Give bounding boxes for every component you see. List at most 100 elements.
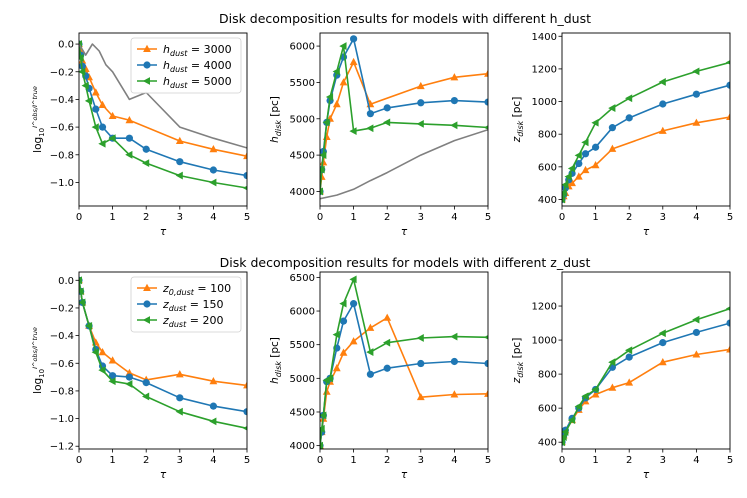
triangle-up-marker bbox=[591, 390, 600, 398]
triangle-left-marker bbox=[625, 94, 633, 103]
triangle-left-marker bbox=[320, 411, 327, 420]
x-tick-label: 3 bbox=[660, 455, 666, 466]
y-tick-label: 600 bbox=[538, 162, 557, 173]
triangle-left-marker bbox=[564, 172, 572, 181]
x-tick-label: 1 bbox=[592, 455, 598, 466]
triangle-left-marker bbox=[725, 60, 730, 65]
x-tick-label: 0 bbox=[76, 212, 82, 223]
y-tick-label: −0.6 bbox=[50, 123, 74, 134]
triangle-up-marker bbox=[243, 151, 247, 160]
panel-r1-c0: 0 1 2 3 4 5 0.0 −0.2 −0.4 −0.6 −0.8 −1.0 −1.2 τ log10I… bbox=[31, 271, 250, 481]
circle-marker bbox=[243, 171, 247, 180]
x-tick-label: 3 bbox=[177, 212, 183, 223]
circle-marker bbox=[383, 104, 391, 112]
y-tick-label: 4000 bbox=[290, 187, 315, 198]
y-tick-label: 1200 bbox=[532, 302, 557, 313]
triangle-left-marker bbox=[175, 171, 183, 180]
triangle-left-marker bbox=[322, 118, 330, 127]
triangle-up-marker bbox=[484, 389, 488, 397]
circle-marker bbox=[109, 372, 117, 380]
circle-marker bbox=[209, 166, 217, 174]
triangle-up-marker bbox=[591, 160, 600, 169]
y-tick-label: 1000 bbox=[532, 97, 557, 108]
circle-marker bbox=[125, 134, 133, 142]
y-tick-label: −0.8 bbox=[50, 150, 74, 161]
circle-marker bbox=[692, 90, 701, 98]
triangle-up-marker bbox=[98, 100, 107, 108]
triangle-left-marker bbox=[450, 121, 458, 130]
circle-marker bbox=[350, 35, 358, 43]
triangle-up-marker bbox=[484, 69, 488, 77]
x-tick-label: 3 bbox=[418, 212, 424, 223]
circle-marker bbox=[339, 317, 348, 325]
triangle-left-marker bbox=[567, 416, 576, 424]
triangle-left-marker bbox=[349, 275, 357, 284]
plot-area bbox=[79, 276, 247, 431]
y-axis-label: hdisk [pc] bbox=[269, 337, 283, 384]
triangle-left-marker bbox=[79, 54, 84, 62]
circle-marker bbox=[176, 394, 184, 402]
triangle-up-marker bbox=[175, 370, 184, 378]
y-tick-label: 0.0 bbox=[58, 40, 74, 51]
panel-r0-c0: 0 1 2 3 4 5 0.0 −0.2 −0.4 −0.6 −0.8 −1.0 τ log10I^obs… bbox=[31, 32, 250, 238]
x-tick-label: 1 bbox=[350, 455, 356, 466]
triangle-left-marker bbox=[142, 159, 150, 167]
x-tick-label: 2 bbox=[626, 455, 632, 466]
triangle-up-marker bbox=[91, 88, 100, 96]
triangle-up-marker bbox=[322, 132, 331, 140]
triangle-left-marker bbox=[416, 334, 424, 342]
circle-marker bbox=[581, 150, 590, 158]
x-axis-label: τ bbox=[401, 469, 408, 481]
x-tick-label: 4 bbox=[693, 212, 699, 223]
x-tick-label: 5 bbox=[244, 455, 250, 466]
x-tick-label: 1 bbox=[592, 212, 598, 223]
axes-frame bbox=[319, 271, 489, 450]
legend-label: zdust = 150 bbox=[162, 298, 223, 313]
circle-marker bbox=[350, 300, 358, 308]
y-tick-label: 5500 bbox=[290, 78, 315, 89]
triangle-up-marker bbox=[658, 358, 667, 366]
triangle-left-marker bbox=[142, 316, 150, 324]
circle-marker bbox=[143, 61, 151, 69]
circle-marker bbox=[484, 98, 488, 106]
triangle-left-marker bbox=[574, 151, 582, 160]
y-tick-label: 600 bbox=[538, 404, 557, 415]
y-axis-label: hdisk [pc] bbox=[269, 96, 283, 143]
y-tick-label: 4500 bbox=[290, 407, 315, 418]
triangle-left-marker bbox=[84, 96, 93, 105]
circle-marker bbox=[450, 357, 458, 366]
triangle-up-marker bbox=[98, 348, 107, 356]
series-line-blue bbox=[320, 302, 488, 446]
y-tick-label: 6000 bbox=[290, 307, 315, 318]
y-tick-label: 400 bbox=[538, 438, 557, 449]
triangle-left-marker bbox=[581, 392, 589, 401]
y-tick-label: −0.2 bbox=[50, 67, 74, 78]
x-tick-label: 4 bbox=[451, 212, 457, 223]
x-tick-label: 1 bbox=[109, 212, 115, 223]
triangle-left-marker bbox=[658, 78, 666, 86]
triangle-left-marker bbox=[98, 139, 106, 148]
x-tick-label: 2 bbox=[143, 455, 149, 466]
triangle-up-marker bbox=[416, 392, 425, 401]
triangle-left-marker bbox=[320, 187, 323, 196]
y-tick-label: 1200 bbox=[532, 64, 557, 75]
triangle-left-marker bbox=[591, 118, 599, 127]
y-tick-label: −0.8 bbox=[50, 386, 74, 397]
triangle-left-marker bbox=[108, 134, 116, 143]
triangle-left-marker bbox=[562, 438, 565, 447]
triangle-left-marker bbox=[349, 127, 357, 136]
circle-marker bbox=[450, 97, 458, 105]
triangle-up-marker bbox=[332, 364, 341, 372]
triangle-up-marker bbox=[383, 313, 392, 321]
triangle-left-marker bbox=[574, 402, 582, 411]
triangle-left-marker bbox=[209, 178, 217, 187]
triangle-left-marker bbox=[416, 119, 424, 128]
triangle-left-marker bbox=[692, 67, 700, 76]
triangle-up-marker bbox=[574, 172, 583, 180]
y-tick-label: 800 bbox=[538, 130, 557, 141]
x-tick-label: 2 bbox=[143, 212, 149, 223]
circle-marker bbox=[143, 300, 151, 308]
triangle-left-marker bbox=[483, 125, 488, 130]
triangle-left-marker bbox=[142, 77, 150, 85]
